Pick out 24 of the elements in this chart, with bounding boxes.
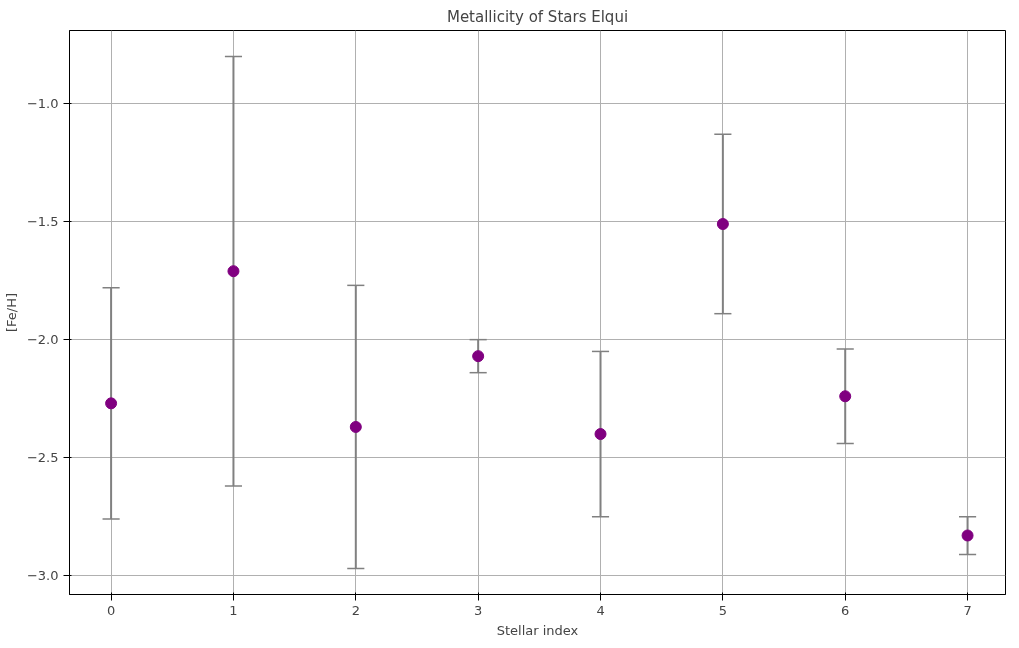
x-tick-label: 1: [229, 602, 238, 618]
point: [839, 390, 852, 403]
y-tick-label: −3.0: [26, 568, 59, 584]
y-tick-label: −2.0: [26, 332, 59, 348]
point: [716, 218, 729, 230]
x-tick-label: 0: [106, 602, 116, 618]
x-tick-label: 5: [718, 602, 728, 618]
point: [594, 428, 607, 441]
point: [105, 397, 118, 410]
x-tick-label: 6: [841, 602, 850, 618]
y-tick-label: −1.0: [26, 96, 59, 112]
x-tick-label: 7: [963, 602, 972, 618]
x-tick-label: 4: [596, 602, 605, 618]
x-axis-title: Stellar index: [496, 622, 579, 638]
y-tick-label: −1.5: [26, 214, 59, 230]
chart-title: Metallicity of Stars Elqui: [446, 7, 629, 26]
point: [961, 529, 974, 542]
x-tick-label: 3: [474, 602, 483, 618]
point: [349, 420, 362, 433]
y-tick-label: −2.5: [26, 450, 59, 466]
y-axis-title: [Fe/H]: [3, 292, 19, 333]
point: [472, 350, 485, 363]
point: [227, 265, 240, 278]
x-tick-label: 2: [351, 602, 360, 618]
